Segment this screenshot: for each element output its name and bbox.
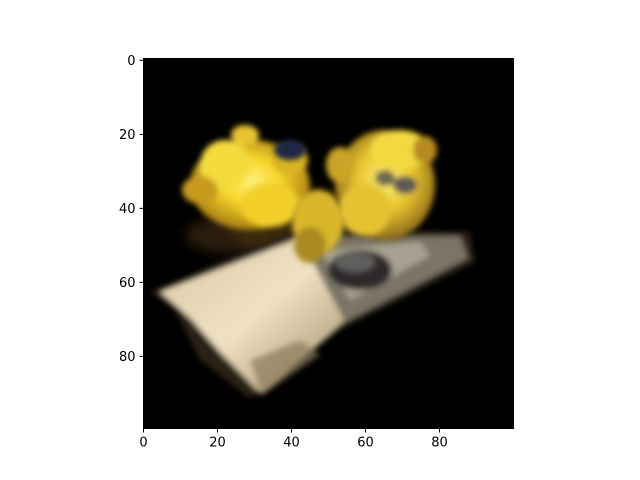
y-axis: 0 20 40 60 80	[119, 54, 144, 365]
left-flower	[182, 125, 310, 230]
x-tick-label: 20	[209, 436, 226, 451]
middle-flower	[292, 190, 344, 263]
y-tick-label: 60	[119, 276, 136, 291]
right-flower	[326, 130, 437, 240]
y-tick-label: 80	[119, 350, 136, 365]
x-axis: 0 20 40 60 80	[139, 428, 448, 451]
y-tick-label: 40	[119, 202, 136, 217]
x-tick-label: 80	[431, 436, 448, 451]
shadow-accent	[274, 140, 306, 160]
x-tick-label: 60	[357, 436, 374, 451]
y-tick-label: 20	[119, 128, 136, 143]
y-tick-label: 0	[127, 54, 135, 69]
photo-image	[143, 58, 514, 429]
x-tick-label: 40	[283, 436, 300, 451]
book-object	[150, 228, 475, 398]
axes-frame	[143, 58, 514, 429]
x-tick-label: 0	[139, 436, 147, 451]
